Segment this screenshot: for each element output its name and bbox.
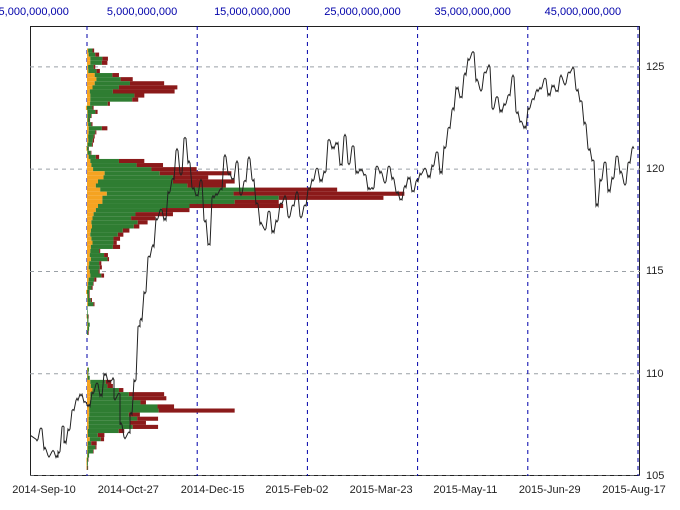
top-axis-label: 5,000,000,000: [107, 6, 177, 18]
bottom-axis-label: 2015-Feb-02: [265, 484, 328, 496]
plot-area: [30, 26, 640, 476]
bottom-axis-label: 2015-Jun-29: [519, 484, 581, 496]
top-axis-label: 25,000,000,000: [324, 6, 400, 18]
right-axis-label: 125: [646, 61, 664, 73]
combo-bar-line-chart: -5,000,000,000 5,000,000,000 15,000,000,00…: [0, 0, 680, 510]
bottom-axis-label: 2015-May-11: [433, 484, 497, 496]
bottom-axis-label: 2014-Dec-15: [181, 484, 245, 496]
top-axis: -5,000,000,000 5,000,000,000 15,000,000,00…: [0, 0, 680, 26]
bottom-axis: 2014-Sep-10 2014-Oct-27 2014-Dec-15 2015-Fe…: [0, 478, 680, 504]
bottom-axis-label: 2015-Mar-23: [350, 484, 413, 496]
top-axis-label: 35,000,000,000: [434, 6, 510, 18]
bottom-axis-label: 2015-Aug-17: [602, 484, 666, 496]
bottom-axis-label: 2014-Sep-10: [12, 484, 76, 496]
right-axis-label: 115: [646, 265, 664, 277]
top-axis-label: 15,000,000,000: [214, 6, 290, 18]
right-axis-label: 110: [646, 368, 664, 380]
right-axis-label: 120: [646, 163, 664, 175]
top-axis-label: -5,000,000,000: [0, 6, 69, 18]
top-axis-label: 45,000,000,000: [545, 6, 621, 18]
bottom-axis-label: 2014-Oct-27: [98, 484, 159, 496]
